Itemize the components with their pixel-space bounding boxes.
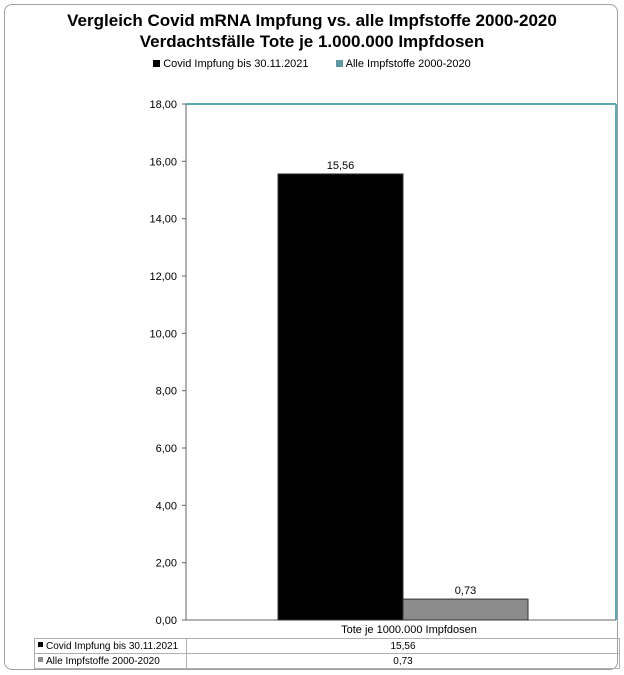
x-category-label: Tote je 1000.000 Impfdosen (341, 624, 477, 636)
y-tick-label: 16,00 (149, 156, 177, 168)
plot-area: 0,00 2,00 4,00 6,00 8,00 10,00 12,00 14,00 16,00… (149, 99, 617, 636)
y-tick-label: 14,00 (149, 214, 177, 226)
table-row: Alle Impfstoffe 2000-2020 0,73 (34, 653, 620, 669)
y-tick-label: 10,00 (149, 328, 177, 340)
legend: Covid Impfung bis 30.11.2021 Alle Impfst… (0, 58, 624, 70)
y-tick-label: 2,00 (156, 558, 177, 570)
y-tick-label: 18,00 (149, 99, 177, 111)
table-value: 15,56 (186, 638, 620, 654)
data-table: Covid Impfung bis 30.11.2021 15,56 Alle … (34, 638, 620, 669)
table-series-name: Covid Impfung bis 30.11.2021 (34, 638, 187, 654)
table-value: 0,73 (186, 653, 620, 669)
legend-item-alle: Alle Impfstoffe 2000-2020 (335, 58, 471, 70)
table-swatch-alle (38, 657, 43, 663)
table-label-covid: Covid Impfung bis 30.11.2021 (46, 640, 179, 652)
table-swatch-covid (38, 642, 43, 648)
chart-title: Vergleich Covid mRNA Impfung vs. alle Im… (67, 11, 557, 30)
legend-label-alle: Alle Impfstoffe 2000-2020 (345, 58, 471, 70)
legend-swatch-covid (153, 59, 161, 67)
data-label-covid: 15,56 (327, 160, 355, 172)
y-tick-label: 12,00 (149, 271, 177, 283)
bar-alle (402, 598, 529, 621)
bar-covid (277, 173, 404, 621)
legend-swatch-alle (335, 59, 343, 67)
table-label-alle: Alle Impfstoffe 2000-2020 (46, 655, 160, 667)
legend-label-covid: Covid Impfung bis 30.11.2021 (163, 58, 309, 70)
y-tick-label: 6,00 (156, 443, 177, 455)
chart-subtitle: Verdachtsfälle Tote je 1.000.000 Impfdos… (139, 32, 485, 51)
table-row: Covid Impfung bis 30.11.2021 15,56 (34, 638, 620, 654)
y-tick-label: 4,00 (156, 500, 177, 512)
data-label-alle: 0,73 (455, 585, 476, 597)
y-tick-label: 8,00 (156, 386, 177, 398)
legend-item-covid: Covid Impfung bis 30.11.2021 (153, 58, 309, 70)
y-tick-label: 0,00 (156, 615, 177, 627)
table-series-name: Alle Impfstoffe 2000-2020 (34, 653, 187, 669)
